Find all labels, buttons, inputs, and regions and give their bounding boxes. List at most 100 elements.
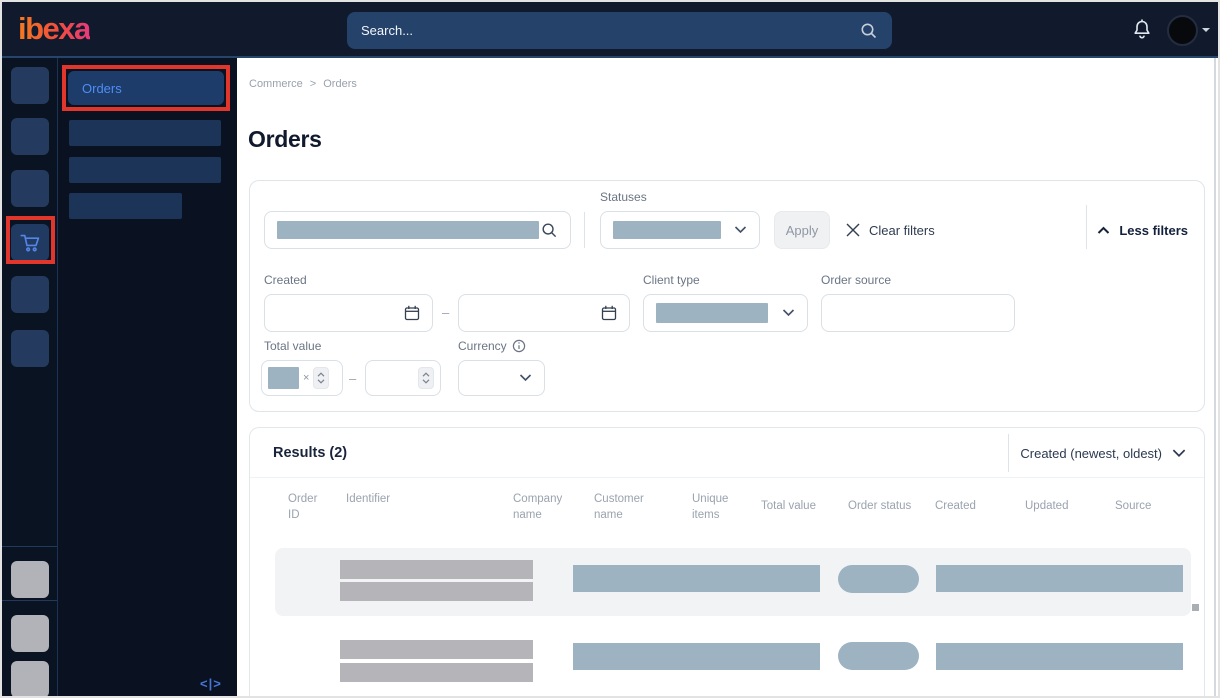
table-row[interactable]: [275, 633, 1191, 696]
input-value-placeholder: [277, 221, 539, 239]
annotation-highlight-commerce-icon: [6, 216, 55, 264]
global-search[interactable]: [347, 12, 892, 49]
menu-item-orders-label: Orders: [82, 80, 122, 96]
resize-handle: [1192, 604, 1199, 611]
total-value-max-input[interactable]: [365, 360, 441, 396]
apply-button[interactable]: Apply: [774, 211, 830, 249]
col-header-customer: Customer name: [594, 493, 644, 521]
range-separator: –: [442, 305, 450, 320]
page-title: Orders: [248, 126, 322, 152]
col-header-created: Created: [935, 500, 976, 512]
menu-item-placeholder[interactable]: [69, 193, 182, 219]
search-icon: [541, 222, 558, 239]
col-header-company: Company name: [513, 493, 563, 521]
less-filters-toggle[interactable]: Less filters: [1097, 211, 1188, 249]
search-icon: [860, 22, 878, 40]
avatar[interactable]: [1167, 14, 1198, 46]
created-label: Created: [264, 273, 307, 287]
main-content: Commerce > Orders Orders Statuses: [237, 58, 1218, 696]
status-badge-placeholder: [838, 642, 919, 670]
results-title: Results (2): [273, 444, 348, 461]
cell-placeholder: [936, 643, 1183, 670]
breadcrumb-orders[interactable]: Orders: [323, 78, 357, 90]
currency-dropdown[interactable]: [458, 360, 545, 396]
filters-panel: Statuses Apply Clear filters: [249, 180, 1205, 412]
sidebar-bottom-button-1[interactable]: [11, 561, 49, 598]
currency-label: Currency: [458, 339, 507, 353]
notifications-bell-icon[interactable]: [1131, 18, 1153, 42]
chevron-down-icon: [1172, 449, 1186, 458]
multiplier-symbol: ×: [303, 372, 310, 384]
order-source-label: Order source: [821, 273, 892, 287]
input-value-placeholder: [268, 367, 299, 389]
status-badge-placeholder: [838, 565, 919, 593]
apply-button-label: Apply: [785, 222, 819, 238]
annotation-highlight-orders-item: [62, 65, 230, 111]
user-menu[interactable]: [1167, 14, 1210, 46]
sidebar-bottom-button-3[interactable]: [11, 661, 49, 696]
ibexa-logo[interactable]: ibexa: [18, 11, 91, 46]
sidebar-bottom-button-2[interactable]: [11, 615, 49, 652]
created-from-input[interactable]: [264, 294, 433, 332]
chevron-down-icon: [782, 309, 795, 317]
calendar-icon: [404, 305, 420, 321]
cell-placeholder: [340, 640, 533, 659]
col-header-updated: Updated: [1025, 500, 1069, 512]
sidebar-divider: [2, 600, 57, 601]
cell-placeholder: [340, 663, 533, 682]
filter-divider: [1086, 205, 1087, 249]
sidebar-nav-button-1[interactable]: [11, 67, 49, 104]
dropdown-value-placeholder: [656, 303, 768, 323]
clear-filters-button[interactable]: Clear filters: [846, 211, 935, 249]
filter-search-input[interactable]: [264, 211, 571, 249]
number-stepper[interactable]: [313, 367, 330, 389]
results-header: Results (2) Created (newest, oldest): [250, 428, 1204, 478]
client-type-dropdown[interactable]: [643, 294, 808, 332]
order-source-input[interactable]: [821, 294, 1015, 332]
calendar-icon: [601, 305, 617, 321]
cell-placeholder: [573, 643, 820, 670]
top-bar: ibexa: [2, 2, 1218, 58]
vertical-scrollbar[interactable]: [1214, 58, 1216, 696]
col-header-identifier: Identifier: [346, 493, 391, 505]
sort-value: Created (newest, oldest): [1020, 445, 1162, 461]
commerce-menu-panel: Orders <|>: [58, 58, 237, 696]
number-stepper[interactable]: [418, 367, 434, 389]
chevron-up-icon: [1097, 226, 1110, 234]
statuses-dropdown[interactable]: [600, 211, 760, 249]
less-filters-label: Less filters: [1119, 222, 1188, 238]
sort-dropdown[interactable]: Created (newest, oldest): [1020, 428, 1186, 478]
cell-placeholder: [936, 565, 1183, 592]
chevron-down-icon: [519, 374, 532, 382]
sidebar-nav-button-3[interactable]: [11, 170, 49, 207]
total-value-label: Total value: [264, 339, 322, 353]
col-header-order-id: Order ID: [288, 493, 318, 521]
sidebar-nav-button-6[interactable]: [11, 330, 49, 367]
sidebar-nav-commerce-button[interactable]: [11, 224, 49, 261]
search-input[interactable]: [361, 23, 860, 38]
cell-placeholder: [573, 565, 820, 592]
info-icon[interactable]: [512, 339, 526, 353]
sidebar-nav-button-5[interactable]: [11, 276, 49, 313]
sidebar-nav-button-2[interactable]: [11, 118, 49, 155]
col-header-total: Total value: [761, 500, 816, 512]
menu-item-placeholder[interactable]: [69, 157, 221, 183]
table-row[interactable]: [275, 548, 1191, 616]
cell-placeholder: [340, 560, 533, 579]
menu-item-orders[interactable]: Orders: [68, 71, 224, 105]
range-separator: –: [349, 371, 357, 386]
col-header-source: Source: [1115, 500, 1152, 512]
collapse-sidebar-icon[interactable]: <|>: [200, 676, 222, 691]
breadcrumb: Commerce > Orders: [249, 78, 357, 90]
total-value-min-input[interactable]: ×: [261, 360, 343, 396]
statuses-label: Statuses: [600, 190, 647, 204]
breadcrumb-commerce[interactable]: Commerce: [249, 78, 303, 90]
menu-item-placeholder[interactable]: [69, 120, 221, 146]
results-card: Results (2) Created (newest, oldest) Ord…: [249, 427, 1205, 696]
col-header-status: Order status: [848, 500, 912, 512]
chevron-down-icon: [734, 226, 747, 234]
sidebar-divider: [2, 546, 57, 547]
shopping-cart-icon: [18, 232, 42, 254]
created-to-input[interactable]: [458, 294, 630, 332]
